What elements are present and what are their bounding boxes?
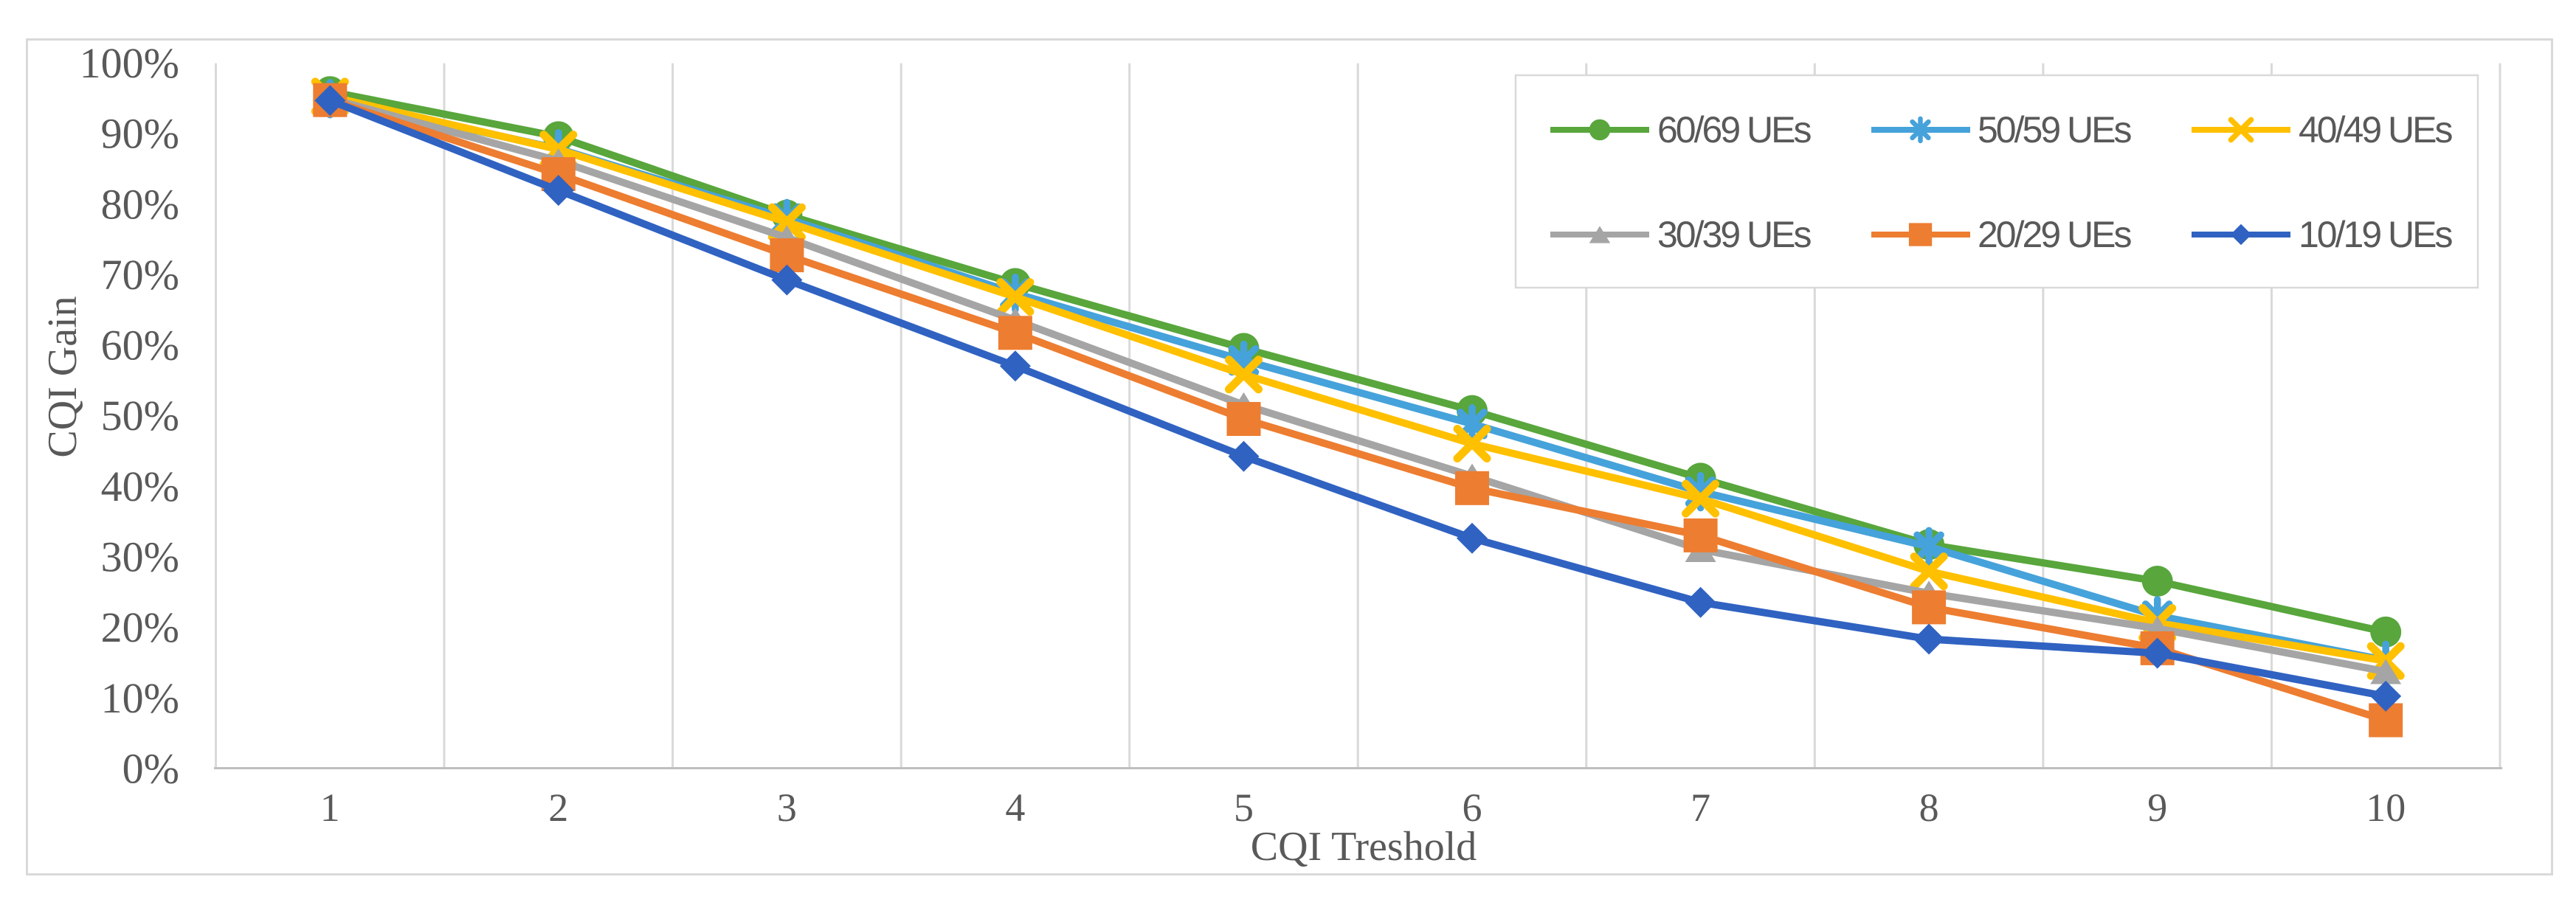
svg-text:100%: 100%	[80, 39, 179, 87]
svg-text:8: 8	[1919, 786, 1939, 830]
svg-text:30%: 30%	[101, 533, 179, 581]
svg-text:7: 7	[1691, 786, 1710, 830]
svg-text:1: 1	[320, 786, 340, 830]
svg-text:10%: 10%	[101, 674, 179, 722]
svg-text:0%: 0%	[122, 745, 179, 793]
svg-text:50/59 UEs: 50/59 UEs	[1978, 109, 2131, 150]
svg-text:3: 3	[777, 786, 797, 830]
svg-text:20/29 UEs: 20/29 UEs	[1978, 214, 2131, 255]
svg-text:2: 2	[548, 786, 568, 830]
svg-text:60/69 UEs: 60/69 UEs	[1657, 109, 1811, 150]
svg-text:90%: 90%	[101, 110, 179, 158]
svg-text:9: 9	[2147, 786, 2167, 830]
svg-text:50%: 50%	[101, 392, 179, 440]
svg-text:70%: 70%	[101, 251, 179, 299]
svg-text:40/49 UEs: 40/49 UEs	[2299, 109, 2452, 150]
svg-text:40%: 40%	[101, 462, 179, 510]
svg-text:CQI Gain: CQI Gain	[40, 296, 86, 457]
svg-text:6: 6	[1463, 786, 1482, 830]
svg-text:4: 4	[1005, 786, 1025, 830]
svg-text:60%: 60%	[101, 322, 179, 370]
svg-text:10/19 UEs: 10/19 UEs	[2299, 214, 2452, 255]
svg-text:30/39 UEs: 30/39 UEs	[1657, 214, 1811, 255]
svg-text:10: 10	[2366, 786, 2406, 830]
svg-text:5: 5	[1234, 786, 1254, 830]
svg-text:80%: 80%	[101, 180, 179, 228]
svg-text:CQI Treshold: CQI Treshold	[1251, 824, 1477, 870]
svg-text:20%: 20%	[101, 603, 179, 651]
